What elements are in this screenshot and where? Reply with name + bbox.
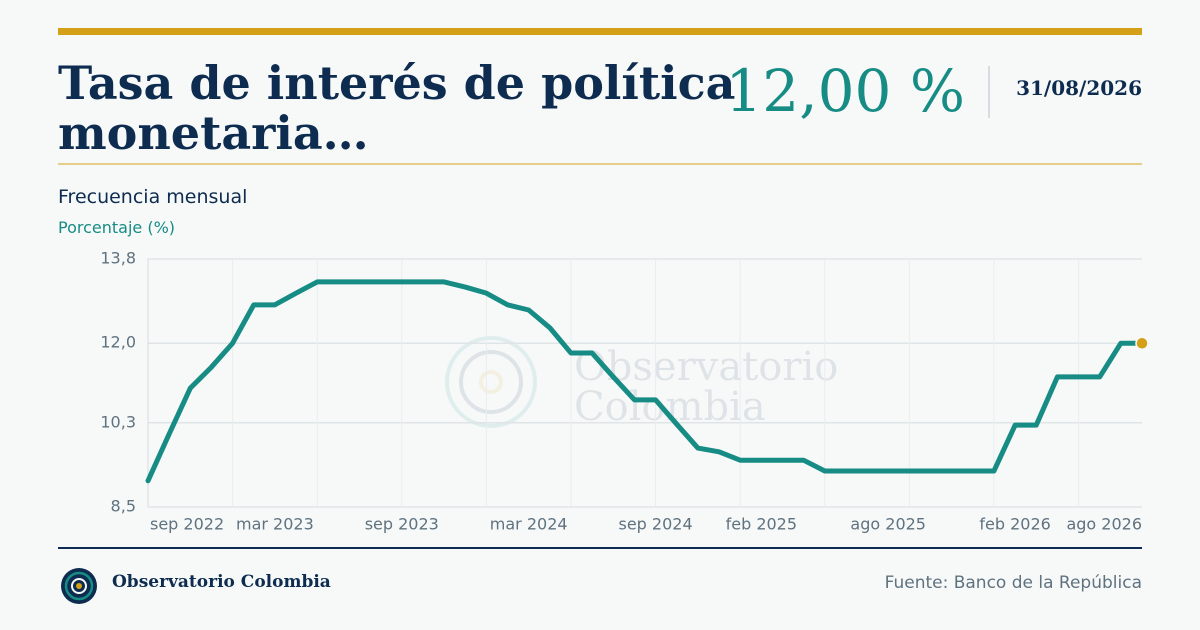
watermark: Observatorio Colombia [445, 336, 838, 430]
x-tick-label: feb 2026 [979, 515, 1050, 534]
y-tick-label: 13,8 [100, 249, 136, 268]
source: Fuente: Banco de la República [884, 573, 1142, 593]
y-tick-label: 12,0 [100, 333, 136, 352]
y-axis-label: Porcentaje (%) [58, 218, 176, 237]
x-tick-label: ago 2026 [1066, 515, 1142, 534]
logo [61, 568, 97, 604]
current-value: 12,00 % [725, 57, 965, 125]
divider [988, 66, 990, 118]
top-bar [58, 28, 1142, 35]
watermark-logo [445, 336, 537, 428]
logo-center [76, 583, 82, 589]
brand: Observatorio Colombia [112, 572, 331, 592]
frequency: Frecuencia mensual [58, 186, 248, 208]
y-tick-label: 10,3 [100, 412, 136, 431]
y-tick-label: 8,5 [111, 497, 136, 516]
logo-ring [71, 578, 87, 594]
x-tick-label: feb 2025 [726, 515, 797, 534]
x-tick-label: sep 2023 [365, 515, 439, 534]
x-tick-label: mar 2023 [236, 515, 314, 534]
watermark-logo [479, 370, 503, 394]
x-tick-label: sep 2022 [150, 515, 224, 534]
footer-line [58, 547, 1142, 549]
last-point [1135, 336, 1149, 350]
logo-ring [64, 571, 94, 601]
x-tick-label: sep 2024 [619, 515, 693, 534]
x-tick-label: mar 2024 [490, 515, 568, 534]
date: 31/08/2026 [1016, 76, 1142, 100]
separator [58, 163, 1142, 165]
title: Tasa de interés de política monetaria… [58, 56, 736, 160]
x-tick-label: ago 2025 [850, 515, 926, 534]
line [145, 279, 1145, 484]
watermark-logo [459, 350, 523, 414]
